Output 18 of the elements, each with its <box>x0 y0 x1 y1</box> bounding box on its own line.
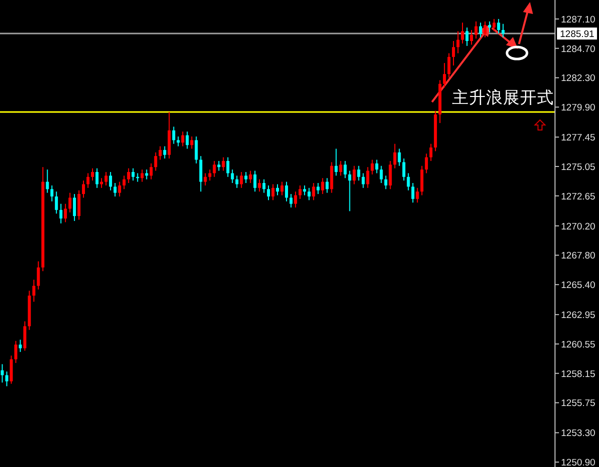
y-tick-label: 1258.15 <box>561 368 596 380</box>
y-tick-label: 1279.90 <box>561 102 596 114</box>
y-tick-label: 1270.20 <box>561 221 596 232</box>
y-tick-label: 1250.90 <box>561 458 596 467</box>
annotation: 主升浪展开式 <box>452 88 554 107</box>
y-tick-label: 1255.75 <box>561 398 596 410</box>
y-tick-label: 1267.80 <box>561 250 596 262</box>
y-tick-label: 1284.70 <box>561 44 596 55</box>
y-tick-label: 1282.30 <box>561 73 596 84</box>
y-tick-label: 1287.10 <box>561 14 596 26</box>
y-tick-label: 1253.30 <box>561 428 596 440</box>
y-tick-label: 1260.55 <box>561 339 596 350</box>
y-tick-label: 1277.45 <box>561 132 596 144</box>
y-tick-label: 1262.95 <box>561 310 596 322</box>
y-tick-label: 1265.40 <box>561 280 596 292</box>
y-tick-label: 1272.65 <box>561 191 596 202</box>
y-tick-label: 1275.05 <box>561 162 596 173</box>
ref-line-label: 1285.91 <box>560 29 594 40</box>
